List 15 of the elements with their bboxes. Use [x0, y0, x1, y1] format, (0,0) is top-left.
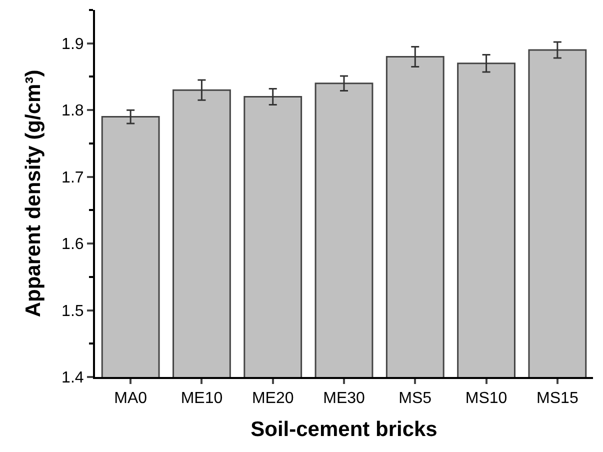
y-tick-label: 1.4	[62, 370, 84, 387]
x-tick-label: ME10	[180, 390, 223, 408]
x-tick-label: MS5	[398, 390, 432, 408]
y-tick-label: 1.7	[62, 169, 84, 186]
y-axis-title: Apparent density (g/cm³)	[22, 70, 46, 318]
x-tick-label: MS15	[536, 390, 578, 408]
x-tick-label: MS10	[465, 390, 508, 408]
x-tick-label: MA0	[114, 390, 148, 408]
y-tick-label: 1.9	[62, 36, 84, 53]
y-tick-label: 1.8	[62, 102, 84, 120]
y-tick-label: 1.5	[62, 302, 84, 320]
y-tick-label: 1.6	[62, 236, 84, 254]
x-axis-title: Soil-cement bricks	[250, 418, 438, 441]
x-tick-label: ME30	[323, 390, 365, 408]
x-tick-label: ME20	[252, 390, 294, 408]
